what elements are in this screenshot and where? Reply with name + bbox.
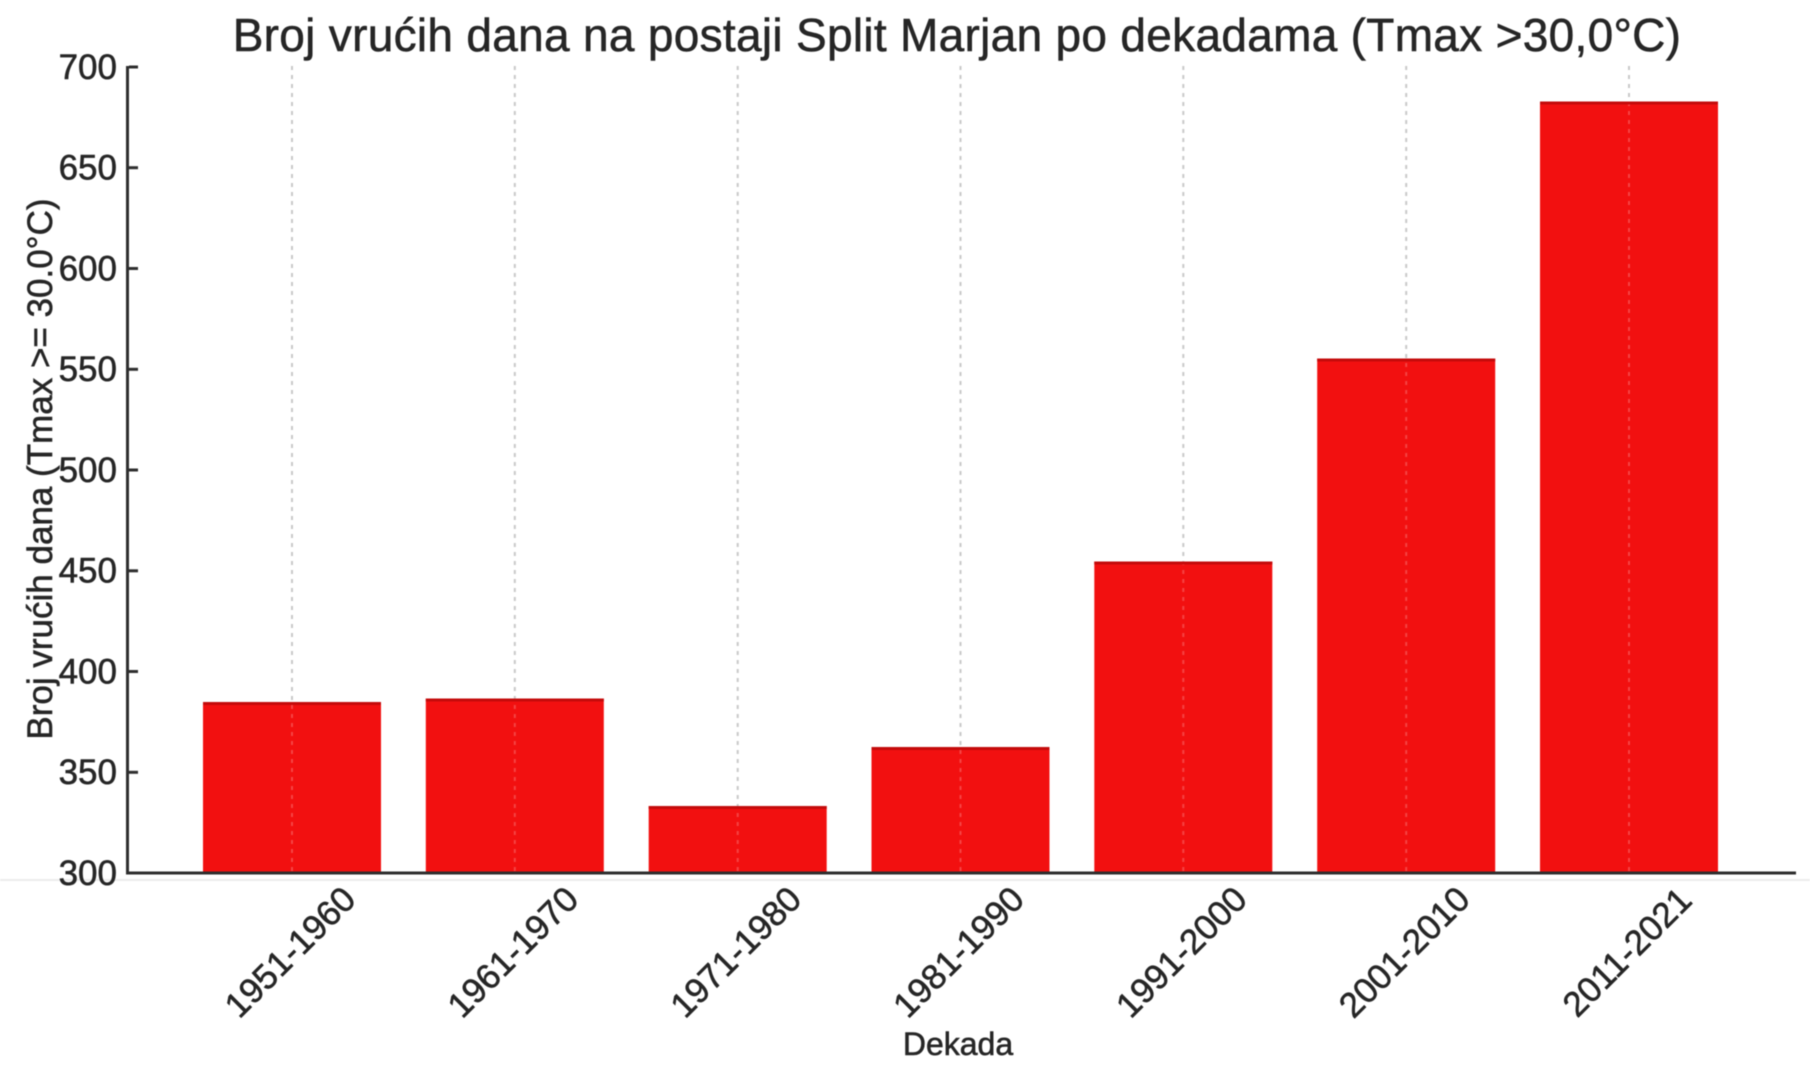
svg-text:Broj vrućih dana na postaji Sp: Broj vrućih dana na postaji Split Marjan… (233, 9, 1682, 61)
svg-text:400: 400 (59, 653, 117, 692)
svg-text:700: 700 (59, 48, 117, 87)
svg-text:450: 450 (59, 552, 117, 591)
svg-text:Broj vrućih dana (Tmax >= 30.0: Broj vrućih dana (Tmax >= 30.0°C) (21, 198, 60, 739)
svg-text:550: 550 (59, 350, 117, 389)
svg-text:500: 500 (59, 451, 117, 490)
svg-text:650: 650 (59, 149, 117, 188)
svg-text:300: 300 (59, 854, 117, 893)
svg-text:600: 600 (59, 250, 117, 289)
svg-text:Dekada: Dekada (903, 1026, 1014, 1062)
svg-text:350: 350 (59, 753, 117, 792)
